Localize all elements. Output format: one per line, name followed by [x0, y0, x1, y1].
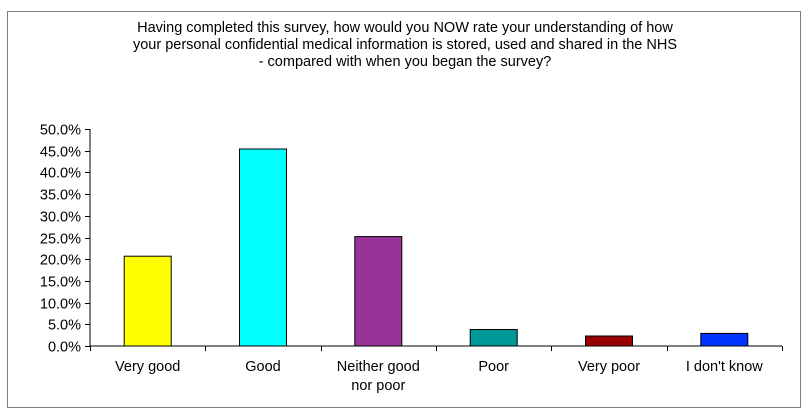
x-tick-label: nor poor	[351, 378, 405, 394]
y-tick-label: 30.0%	[40, 210, 81, 226]
x-tick-label: Very poor	[578, 359, 640, 375]
y-tick-label: 35.0%	[40, 188, 81, 204]
chart-title-line: your personal confidential medical infor…	[132, 37, 678, 53]
x-tick-label: Good	[245, 359, 280, 375]
x-tick-label: Neither good	[337, 359, 420, 375]
y-tick-label: 40.0%	[40, 166, 81, 182]
y-tick-label: 50.0%	[40, 123, 81, 139]
x-tick-label: I don't know	[686, 359, 763, 375]
chart-title: Having completed this survey, how would …	[40, 20, 770, 71]
y-tick-label: 5.0%	[48, 318, 81, 334]
chart-title-line: - compared with when you began the surve…	[258, 54, 552, 70]
y-tick-label: 45.0%	[40, 145, 81, 161]
y-tick-label: 0.0%	[48, 340, 81, 356]
bar	[469, 329, 518, 347]
bar	[123, 255, 172, 347]
y-tick-label: 15.0%	[40, 275, 81, 291]
chart-title-line: Having completed this survey, how would …	[137, 20, 673, 36]
x-tick-label: Very good	[115, 359, 180, 375]
bar	[239, 148, 287, 347]
y-tick-label: 10.0%	[40, 297, 81, 313]
y-tick-label: 25.0%	[40, 232, 81, 248]
bar	[700, 332, 749, 347]
y-tick-label: 20.0%	[40, 253, 81, 269]
bar	[354, 236, 403, 347]
x-tick-label: Poor	[478, 359, 509, 375]
bar	[585, 335, 633, 347]
